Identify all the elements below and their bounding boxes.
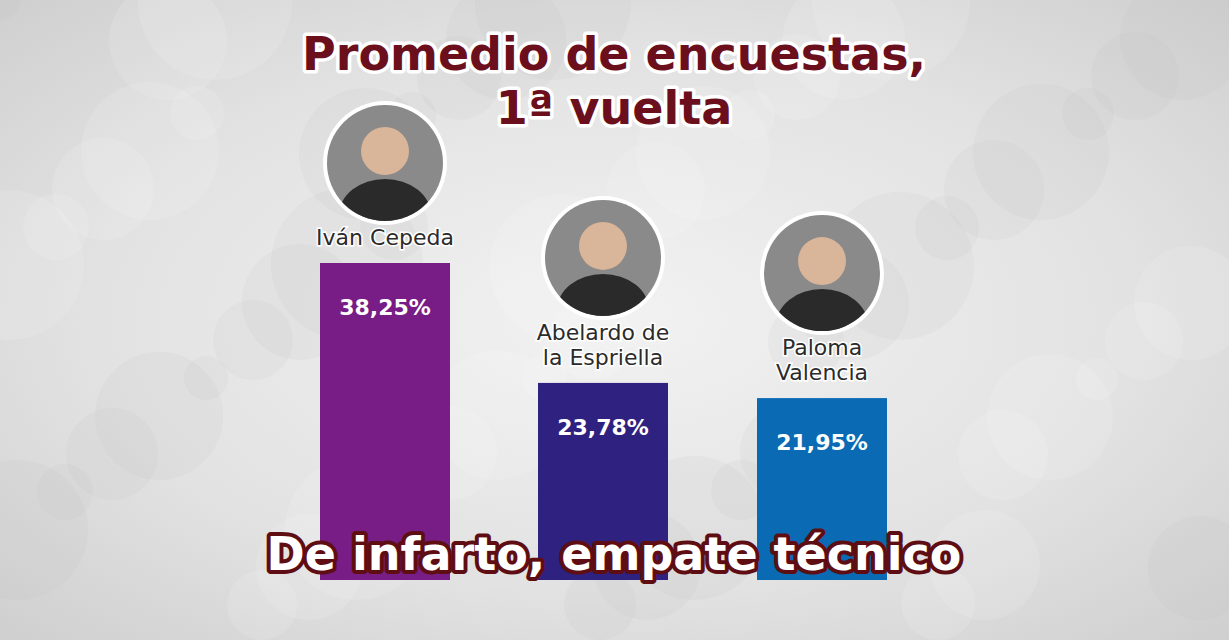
label-line: la Espriella (543, 345, 663, 370)
data-label: 23,78% (557, 415, 649, 440)
background (0, 0, 1229, 640)
texture (958, 410, 1048, 500)
label-line: Valencia (776, 360, 868, 385)
portrait (760, 211, 884, 361)
portrait (541, 196, 665, 346)
portrait-inner (543, 198, 663, 346)
portrait-head (361, 127, 409, 175)
portrait-body (557, 274, 649, 346)
portrait-body (776, 289, 868, 361)
label-line: Abelardo de (537, 320, 670, 345)
texture (1105, 302, 1183, 380)
portrait-body (339, 179, 431, 251)
label-line: Paloma (782, 335, 862, 360)
category-label: PalomaValencia (776, 335, 868, 385)
texture (1148, 516, 1229, 620)
texture (0, 460, 88, 600)
data-label: 38,25% (339, 295, 431, 320)
title: Promedio de encuestas,1ª vuelta (302, 27, 926, 135)
label-line: Iván Cepeda (316, 225, 454, 250)
category-label: Iván Cepeda (316, 225, 454, 250)
category-label: Abelardo dela Espriella (537, 320, 670, 370)
title-line: Promedio de encuestas, (302, 27, 926, 81)
chart: 38,25% Iván Cepeda 23,78% Abelardo dela Esp… (0, 0, 1229, 640)
data-label: 21,95% (776, 430, 868, 455)
title-line: 1ª vuelta (496, 81, 733, 135)
texture (0, 190, 84, 340)
texture (0, 0, 20, 20)
portrait-inner (325, 103, 445, 251)
portrait-head (579, 222, 627, 270)
portrait-head (798, 237, 846, 285)
portrait (323, 101, 447, 251)
subtitle: De infarto, empate técnico (267, 527, 962, 581)
texture (109, 0, 227, 100)
portrait-inner (762, 213, 882, 361)
